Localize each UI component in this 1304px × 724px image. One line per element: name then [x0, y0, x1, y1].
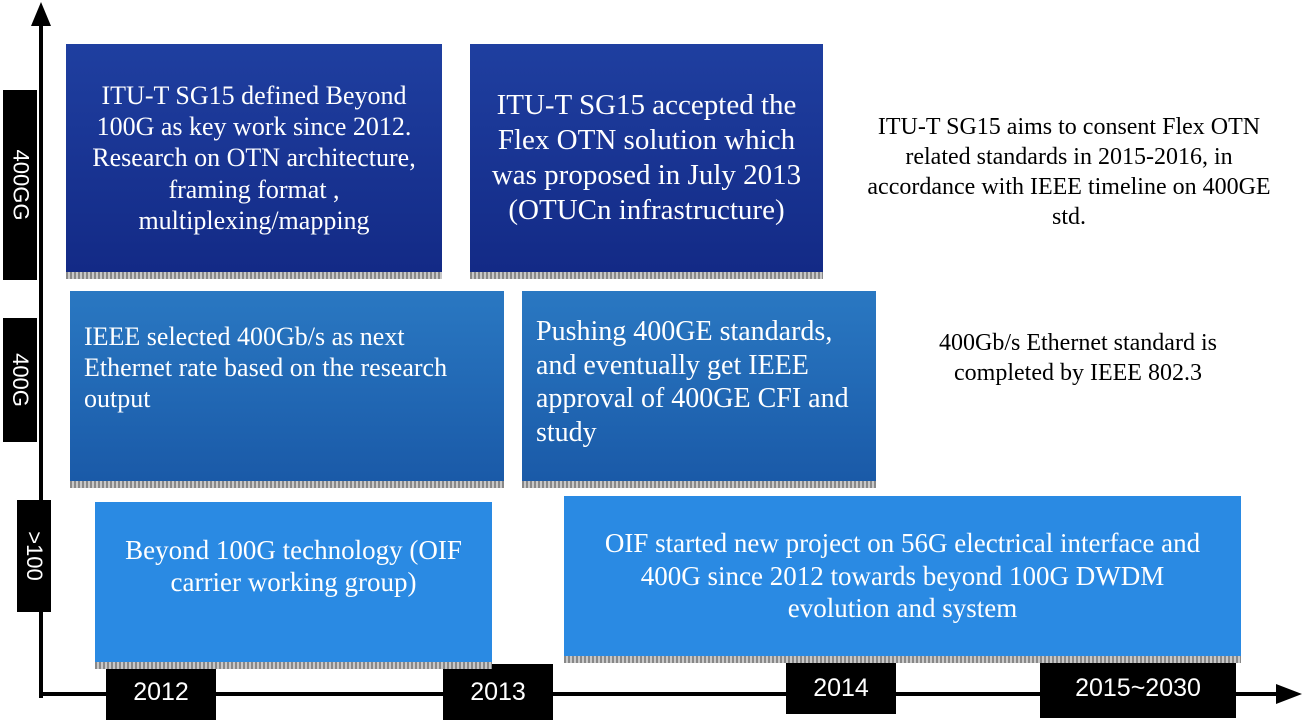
- box-itu-defined: ITU-T SG15 defined Beyond 100G as key wo…: [66, 44, 442, 279]
- note-itu-aims: ITU-T SG15 aims to consent Flex OTN rela…: [867, 114, 1271, 230]
- y-label-gt100-text: >100: [22, 531, 47, 581]
- box-ieee-selected-text: IEEE selected 400Gb/s as next Ethernet r…: [84, 322, 448, 414]
- box-beyond-100g-text: Beyond 100G technology (OIF carrier work…: [125, 534, 462, 597]
- box-pushing-400ge-text: Pushing 400GE standards, and eventually …: [536, 316, 849, 448]
- y-label-400g-text: 400G: [8, 353, 34, 407]
- x-label-2015-2030: 2015~2030: [1040, 658, 1236, 718]
- y-label-400g: 400G: [3, 318, 37, 442]
- horizontal-axis-arrowhead: [1276, 684, 1302, 704]
- x-label-2013: 2013: [443, 664, 553, 720]
- y-label-400gg-text: 400GG: [8, 149, 33, 221]
- y-label-400gg: 400GG: [3, 90, 37, 280]
- y-label-gt100: >100: [17, 500, 51, 612]
- horizontal-axis: [39, 692, 1284, 696]
- box-oif-project-text: OIF started new project on 56G electrica…: [604, 528, 1201, 624]
- vertical-axis-arrowhead: [31, 2, 51, 26]
- x-label-2014: 2014: [786, 662, 896, 714]
- x-label-2012: 2012: [106, 664, 216, 720]
- note-ethernet-completed: 400Gb/s Ethernet standard is completed b…: [939, 330, 1217, 386]
- box-pushing-400ge: Pushing 400GE standards, and eventually …: [522, 291, 876, 488]
- box-ieee-selected: IEEE selected 400Gb/s as next Ethernet r…: [70, 291, 504, 488]
- box-itu-accepted-text: ITU-T SG15 accepted the Flex OTN solutio…: [491, 89, 802, 226]
- box-oif-project: OIF started new project on 56G electrica…: [564, 496, 1241, 663]
- vertical-axis: [39, 20, 43, 698]
- box-beyond-100g: Beyond 100G technology (OIF carrier work…: [95, 502, 492, 669]
- box-itu-accepted: ITU-T SG15 accepted the Flex OTN solutio…: [470, 44, 823, 279]
- box-itu-defined-text: ITU-T SG15 defined Beyond 100G as key wo…: [92, 81, 416, 235]
